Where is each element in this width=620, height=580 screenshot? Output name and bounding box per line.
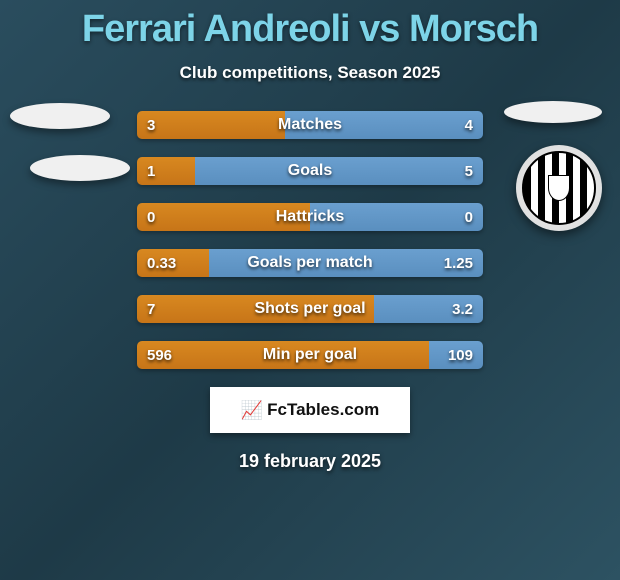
stat-value-left: 0 [147, 203, 155, 231]
stat-value-left: 1 [147, 157, 155, 185]
bar-right-fill [310, 203, 483, 231]
stat-row: 0.331.25Goals per match [137, 249, 483, 277]
bar-left-fill [137, 295, 374, 323]
subtitle: Club competitions, Season 2025 [0, 63, 620, 83]
stat-row: 15Goals [137, 157, 483, 185]
bar-right-fill [209, 249, 483, 277]
bar-left-fill [137, 341, 429, 369]
date-label: 19 february 2025 [0, 451, 620, 472]
stat-bars: 34Matches15Goals00Hattricks0.331.25Goals… [137, 111, 483, 369]
stat-row: 596109Min per goal [137, 341, 483, 369]
brand-text: FcTables.com [267, 400, 379, 420]
stat-value-right: 1.25 [444, 249, 473, 277]
stat-row: 34Matches [137, 111, 483, 139]
page-title: Ferrari Andreoli vs Morsch [0, 0, 620, 51]
bar-left-fill [137, 157, 195, 185]
player-left-badges [10, 103, 130, 181]
club-badge-placeholder [30, 155, 130, 181]
chart-icon: 📈 [241, 400, 263, 421]
stat-value-right: 0 [465, 203, 473, 231]
figueirense-shield [548, 175, 570, 201]
stat-value-left: 0.33 [147, 249, 176, 277]
stat-value-right: 4 [465, 111, 473, 139]
comparison-panel: 34Matches15Goals00Hattricks0.331.25Goals… [0, 111, 620, 369]
stat-value-right: 3.2 [452, 295, 473, 323]
stat-value-left: 7 [147, 295, 155, 323]
figueirense-stripes [522, 151, 596, 225]
bar-right-fill [195, 157, 483, 185]
bar-left-fill [137, 111, 285, 139]
stat-row: 73.2Shots per goal [137, 295, 483, 323]
brand-badge: 📈 FcTables.com [210, 387, 410, 433]
bar-right-fill [285, 111, 483, 139]
stat-row: 00Hattricks [137, 203, 483, 231]
player-right-badges [504, 101, 602, 123]
club-badge-placeholder [504, 101, 602, 123]
stat-value-left: 596 [147, 341, 172, 369]
bar-left-fill [137, 203, 310, 231]
club-badge-placeholder [10, 103, 110, 129]
figueirense-badge [516, 145, 602, 231]
stat-value-right: 5 [465, 157, 473, 185]
stat-value-right: 109 [448, 341, 473, 369]
stat-value-left: 3 [147, 111, 155, 139]
